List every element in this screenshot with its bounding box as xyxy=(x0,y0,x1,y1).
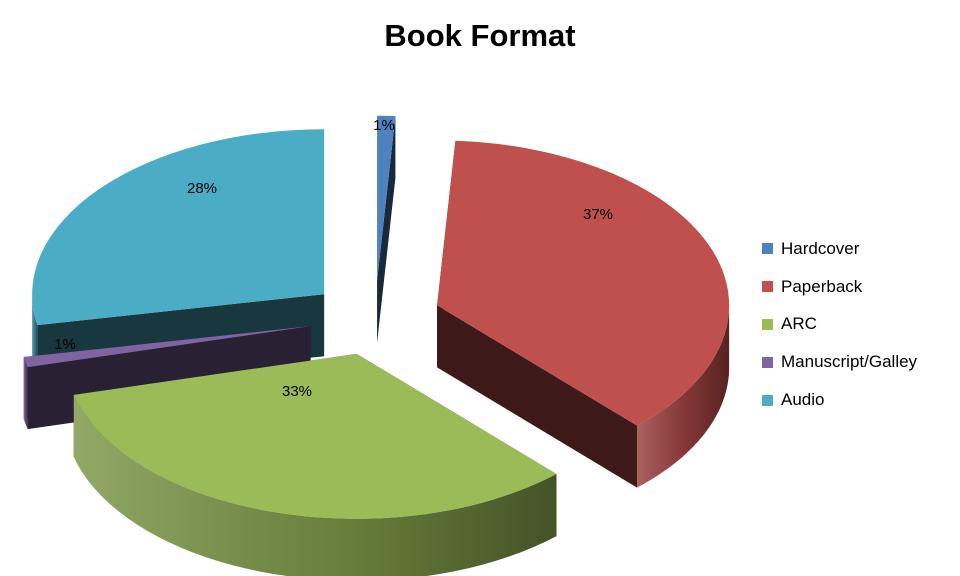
legend-item-audio: Audio xyxy=(762,381,917,419)
slice-top-arc xyxy=(73,353,557,519)
slice-wall-hardcover-end xyxy=(377,116,396,343)
chart-title: Book Format xyxy=(384,18,576,53)
legend-item-manuscript-galley: Manuscript/Galley xyxy=(762,343,917,381)
legend-swatch-paperback xyxy=(762,281,773,293)
pie-slice-hardcover xyxy=(377,116,396,343)
legend-label-arc: ARC xyxy=(781,314,817,334)
legend: Hardcover Paperback ARC Manuscript/Galley Au… xyxy=(762,230,917,419)
legend-label-hardcover: Hardcover xyxy=(781,238,860,258)
legend-swatch-hardcover xyxy=(762,243,773,255)
data-label-hardcover: 1% xyxy=(373,117,395,134)
slice-top-hardcover xyxy=(377,115,396,281)
legend-label-audio: Audio xyxy=(781,390,825,410)
legend-label-paperback: Paperback xyxy=(781,276,863,296)
legend-swatch-manuscript-galley xyxy=(762,356,773,368)
slice-top-audio xyxy=(32,129,325,326)
data-label-manuscript-galley: 1% xyxy=(54,336,76,353)
slice-side-shade-arc-0 xyxy=(73,394,557,576)
slice-side-shade-manuscript-galley-0 xyxy=(23,357,28,430)
legend-swatch-audio xyxy=(762,394,773,406)
slice-top-paperback xyxy=(437,140,730,426)
legend-item-arc: ARC xyxy=(762,306,917,344)
data-label-paperback: 37% xyxy=(583,206,613,223)
legend-item-paperback: Paperback xyxy=(762,268,917,306)
legend-swatch-arc xyxy=(762,318,773,330)
legend-item-hardcover: Hardcover xyxy=(762,230,917,268)
slice-side-shade-paperback-0 xyxy=(637,305,730,488)
slice-wall-paperback-end xyxy=(437,305,637,488)
data-label-audio: 28% xyxy=(187,180,217,197)
data-label-arc: 33% xyxy=(282,383,312,400)
legend-label-manuscript-galley: Manuscript/Galley xyxy=(781,352,918,372)
slice-top-manuscript-galley xyxy=(23,326,311,368)
